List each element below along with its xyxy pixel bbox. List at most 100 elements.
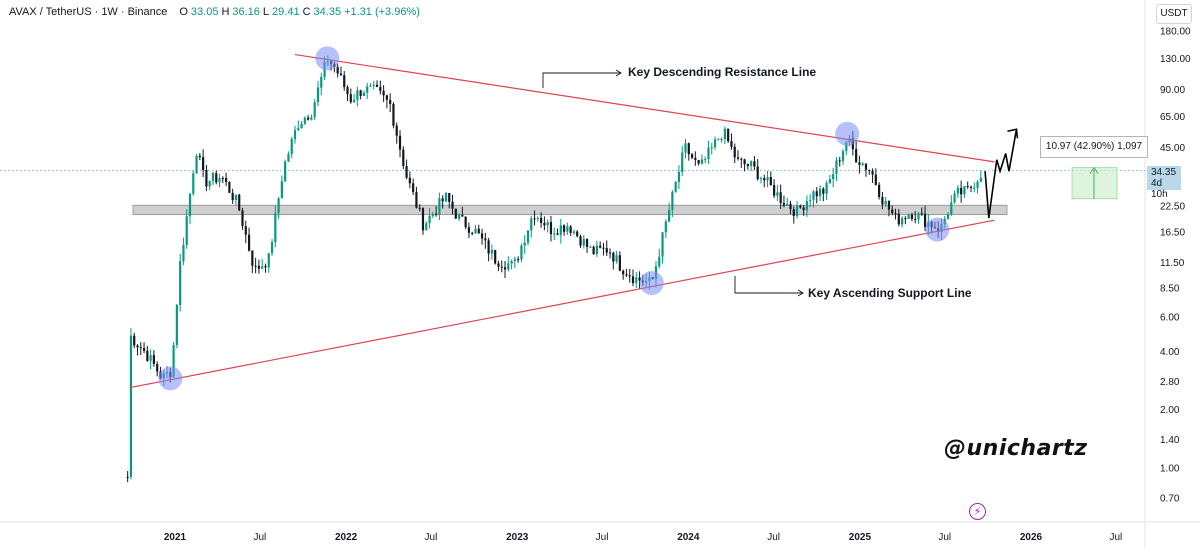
candle-body [720,138,723,140]
high-value: 36.16 [232,6,260,18]
candle-body [638,277,641,281]
candle-body [293,130,297,140]
currency-button[interactable]: USDT [1156,4,1192,24]
candle-body [585,239,589,247]
candle-body [878,184,881,198]
candle-body [198,155,201,158]
candle-body [946,214,950,219]
candle-body [773,185,776,196]
candle-body [956,187,959,194]
candle-body [723,128,726,139]
candle-body [582,239,585,246]
candle-body [756,166,759,180]
pivot-marker [158,366,183,391]
candle-body [418,207,421,209]
x-tick-label: Jul [938,532,951,543]
candle-body [438,198,441,215]
support-zone [132,204,1008,216]
candle-body [871,170,874,175]
candle-body [881,197,884,205]
x-tick-label: Jul [767,532,780,543]
candle-body [257,265,261,269]
candle-body [690,154,694,158]
candle-body [412,183,415,193]
candle-body [448,192,451,202]
candle-body [602,247,605,249]
candle-body [566,226,569,232]
close-value: 34.35 [313,6,342,18]
candle-body [855,149,858,163]
candle-body [336,67,339,74]
change-value: +1.31 (+3.96%) [344,6,420,18]
candle-body [425,223,428,231]
candle-body [923,213,927,227]
candle-body [960,187,963,195]
candle-body [284,161,287,182]
candle-body [405,165,408,178]
candle-body [461,214,464,217]
candle-body [589,246,592,248]
candle-body [966,185,969,187]
candle-body [487,240,490,254]
candle-body [667,209,671,222]
candle-body [192,173,195,194]
candle-body [569,226,572,233]
candle-body [467,227,471,233]
candle-body [730,141,733,147]
candle-body [973,187,976,189]
x-tick-label: Jul [596,532,609,543]
candle-body [507,263,510,270]
candle-body [795,205,799,216]
candle-body [864,163,868,170]
candle-body [385,95,388,100]
candle-body [969,186,973,188]
candle-body [887,200,891,210]
candle-body [559,225,562,235]
candle-body [713,139,717,148]
support-annotation: Key Ascending Support Line [808,286,972,300]
pivot-marker [925,217,950,242]
candle-body [917,213,920,220]
open-label: O [179,6,188,18]
candle-body [907,214,910,219]
candle-body [697,159,700,164]
candle-body [700,159,704,164]
candle-body [671,191,674,210]
high-label: H [221,6,230,18]
candle-body [428,215,431,224]
x-tick-label: 2024 [677,532,700,543]
candle-body [681,152,684,173]
candle-body [595,245,599,255]
candle-body [625,274,628,276]
y-tick-label: 1.00 [1160,463,1180,474]
candle-body [244,226,247,235]
last-price-tag: 34.35 4d 10h [1147,166,1181,200]
x-tick-label: 2021 [164,532,187,543]
candle-body [549,222,553,235]
candle-body [874,174,877,185]
arrow-right-icon [615,69,622,77]
lightning-icon[interactable]: ⚡ [969,503,986,520]
candle-body [792,209,795,216]
candle-body [523,242,526,246]
candle-body [605,248,608,253]
x-tick-label: Jul [425,532,438,543]
candle-body [457,214,461,219]
candle-body [677,172,681,182]
candle-body [740,158,743,160]
candle-body [454,208,457,219]
y-tick-label: 6.00 [1160,313,1180,324]
x-tick-label: 2022 [335,532,358,543]
x-tick-label: Jul [253,532,266,543]
candle-body [139,347,142,349]
candle-body [297,128,300,131]
candle-body [254,265,257,267]
candle-body [310,117,313,120]
candle-body [471,232,474,234]
y-tick-label: 2.00 [1160,405,1180,416]
candle-body [261,266,264,269]
candle-body [845,142,848,152]
candle-body [727,128,730,142]
